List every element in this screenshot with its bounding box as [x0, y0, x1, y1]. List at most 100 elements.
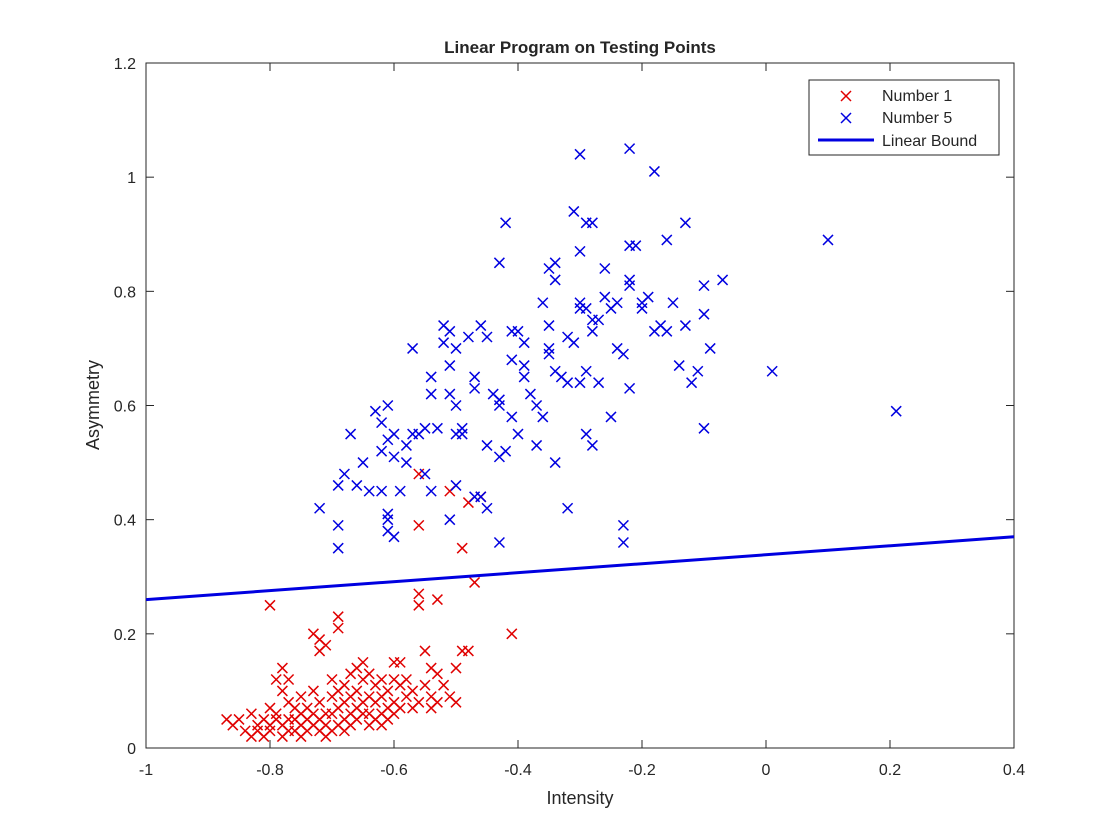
point-number-1	[276, 685, 288, 697]
point-number-5	[456, 422, 468, 434]
point-number-5	[388, 451, 400, 463]
point-number-1	[431, 668, 443, 680]
point-number-5	[661, 234, 673, 246]
point-number-5	[686, 377, 698, 389]
y-tick-label: 0.8	[114, 284, 136, 301]
point-number-5	[580, 365, 592, 377]
point-number-5	[357, 457, 369, 469]
point-number-1	[332, 622, 344, 634]
point-number-5	[580, 428, 592, 440]
point-number-5	[400, 457, 412, 469]
point-number-1	[413, 599, 425, 611]
point-number-5	[332, 542, 344, 554]
point-number-5	[617, 536, 629, 549]
point-number-1	[469, 576, 481, 588]
y-tick-label: 0	[127, 741, 136, 758]
point-number-5	[376, 417, 388, 429]
point-number-1	[382, 685, 394, 697]
point-number-5	[431, 422, 443, 434]
point-number-5	[537, 411, 549, 423]
point-number-5	[345, 428, 357, 440]
point-number-5	[648, 165, 660, 177]
point-number-5	[388, 531, 400, 543]
point-number-5	[549, 274, 561, 286]
point-number-1	[338, 679, 350, 691]
y-tick-label: 0.4	[114, 513, 136, 530]
point-number-5	[599, 291, 611, 303]
legend-box	[808, 79, 1000, 156]
point-number-5	[419, 468, 431, 480]
point-number-1	[394, 702, 406, 714]
point-number-5	[543, 320, 555, 332]
point-number-5	[611, 297, 623, 309]
point-number-5	[890, 405, 902, 417]
point-number-5	[425, 388, 437, 400]
point-number-5	[332, 519, 344, 531]
point-number-5	[586, 439, 598, 451]
point-number-5	[543, 348, 555, 360]
point-number-5	[518, 371, 530, 383]
x-axis-label: Intensity	[546, 788, 613, 808]
point-number-5	[531, 439, 543, 451]
point-number-5	[450, 342, 462, 354]
point-number-5	[363, 485, 375, 497]
point-number-5	[512, 325, 524, 337]
point-number-1	[276, 662, 288, 674]
point-number-1	[413, 519, 425, 531]
point-number-5	[630, 240, 642, 252]
point-number-5	[469, 491, 481, 503]
point-number-5	[574, 245, 586, 257]
point-number-5	[462, 331, 474, 343]
linear-bound-line	[145, 535, 1015, 602]
x-tick-label: 0.2	[879, 762, 901, 779]
point-number-5	[568, 205, 580, 217]
point-number-5	[444, 360, 456, 372]
point-number-5	[444, 325, 456, 337]
point-number-5	[388, 428, 400, 440]
point-number-5	[574, 148, 586, 160]
point-number-5	[450, 479, 462, 491]
data-marks	[145, 143, 1015, 743]
point-number-5	[382, 399, 394, 412]
point-number-5	[549, 257, 561, 269]
point-number-1	[450, 696, 462, 708]
point-number-5	[593, 377, 605, 389]
point-number-1	[431, 696, 443, 708]
point-number-5	[469, 371, 481, 383]
legend-label-linear-bound: Linear Bound	[882, 133, 977, 150]
chart-title: Linear Program on Testing Points	[444, 38, 716, 57]
point-number-1	[407, 685, 419, 697]
point-number-1	[351, 685, 363, 697]
point-number-5	[481, 439, 493, 451]
point-number-5	[425, 485, 437, 497]
point-number-1	[462, 645, 474, 657]
point-number-1	[295, 691, 307, 703]
point-number-5	[568, 337, 580, 349]
point-number-5	[376, 485, 388, 497]
point-number-5	[450, 399, 462, 412]
point-number-1	[283, 673, 295, 686]
point-number-5	[444, 388, 456, 400]
point-number-1	[450, 662, 462, 674]
point-number-1	[264, 599, 276, 611]
point-number-1	[307, 685, 319, 697]
point-number-5	[586, 325, 598, 337]
axis-ticks: -1 -0.8 -0.6 -0.4 -0.2 0 0.2 0.4 0 0.2 0.4 0.6 0.8 1 1…	[114, 56, 1025, 779]
point-number-5	[314, 502, 326, 514]
point-number-5	[419, 422, 431, 434]
point-number-1	[419, 679, 431, 691]
point-number-5	[493, 536, 505, 549]
plot-area	[145, 62, 1015, 749]
point-number-5	[562, 502, 574, 514]
point-number-5	[481, 331, 493, 343]
point-number-5	[766, 365, 778, 377]
point-number-5	[376, 445, 388, 457]
x-tick-label: -0.6	[380, 762, 408, 779]
legend-label-number-5: Number 5	[882, 110, 952, 127]
point-number-5	[475, 320, 487, 332]
point-number-5	[469, 382, 481, 394]
point-number-5	[338, 468, 350, 480]
point-number-5	[531, 399, 543, 412]
point-number-1	[326, 673, 338, 686]
x-tick-label: -1	[139, 762, 153, 779]
